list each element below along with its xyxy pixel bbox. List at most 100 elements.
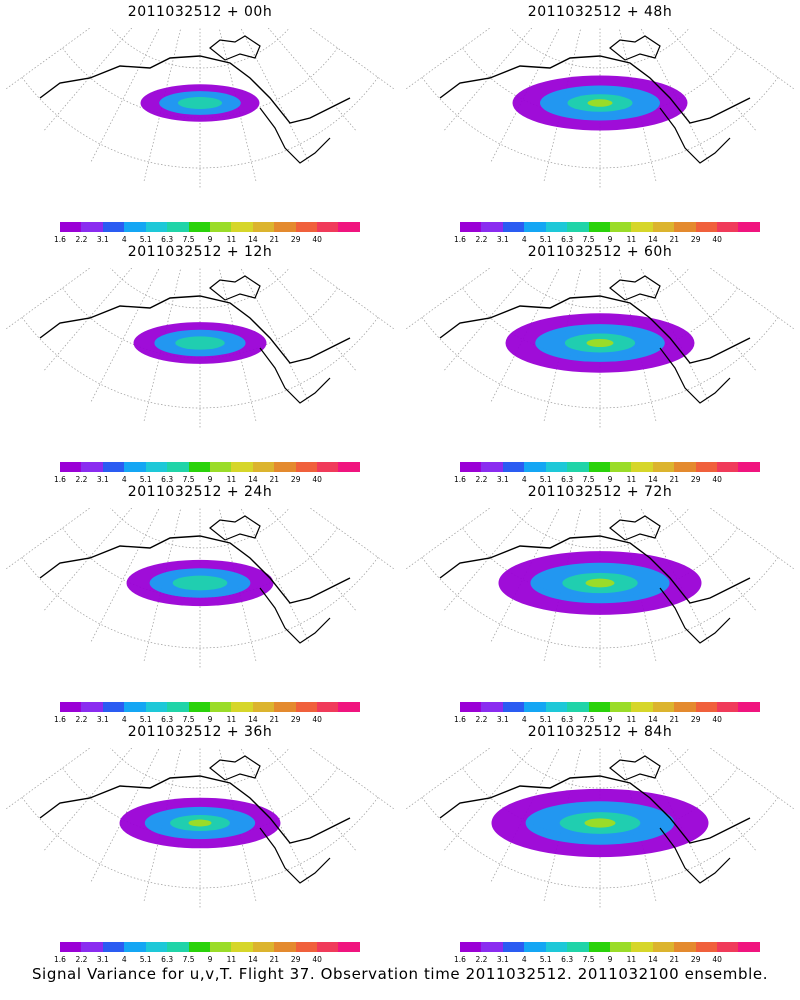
coastline xyxy=(439,55,751,124)
colorbar-tick-label: 2.2 xyxy=(75,235,88,244)
north-america-coastline xyxy=(659,107,731,164)
colorbar-swatch xyxy=(124,942,146,952)
colorbar-swatch xyxy=(738,702,760,712)
colorbar-tick-label: 4 xyxy=(121,475,127,484)
colorbar-swatch xyxy=(252,942,275,952)
colorbar-swatch xyxy=(502,222,525,232)
colorbar-tick-label: 14 xyxy=(248,475,258,484)
coastline xyxy=(439,775,751,844)
longitude-gridline xyxy=(309,28,395,90)
colorbar-swatch xyxy=(231,462,253,472)
colorbar-tick-label: 3.1 xyxy=(496,235,509,244)
colorbar-tick-label: 7.5 xyxy=(182,235,195,244)
colorbar xyxy=(60,462,360,472)
colorbar-tick-label: 11 xyxy=(626,475,637,484)
colorbar-swatch xyxy=(209,942,232,952)
coastline xyxy=(39,55,351,124)
colorbar xyxy=(460,222,760,232)
variance-map xyxy=(405,28,795,188)
colorbar-swatch xyxy=(588,222,610,232)
colorbar-tick-label: 4 xyxy=(121,235,127,244)
colorbar-swatch xyxy=(631,462,653,472)
colorbar-labels: 1.6 2.2 3.1 4 5.1 6.3 7.5 9 11 14 21 29 40 xyxy=(454,955,760,965)
panel-title: 2011032512 + 36h xyxy=(127,724,273,740)
colorbar-tick-label: 3.1 xyxy=(96,955,109,964)
colorbar-tick-label: 29 xyxy=(290,475,301,484)
colorbar-swatch xyxy=(60,462,82,472)
latitude-gridline xyxy=(421,797,779,889)
colorbar-swatch xyxy=(674,702,696,712)
longitude-gridline xyxy=(667,28,757,131)
colorbar-swatch xyxy=(588,702,610,712)
longitude-gridline xyxy=(405,268,491,330)
longitude-gridline xyxy=(443,748,533,851)
latitude-gridline xyxy=(110,748,290,789)
colorbar-swatch xyxy=(609,222,632,232)
colorbar-swatch xyxy=(209,462,232,472)
colorbar-tick-label: 1.6 xyxy=(54,475,66,484)
variance-region-peak xyxy=(188,819,212,827)
colorbar-swatch xyxy=(102,462,125,472)
north-america-coastline xyxy=(659,587,731,644)
colorbar-swatch xyxy=(145,462,168,472)
colorbar-tick-label: 3.1 xyxy=(96,475,109,484)
colorbar-tick-label: 40 xyxy=(312,715,322,724)
colorbar-swatch xyxy=(145,942,168,952)
colorbar-tick-label: 21 xyxy=(269,235,280,244)
variance-map xyxy=(5,28,395,188)
colorbar-tick-label: 40 xyxy=(712,475,722,484)
colorbar-swatch xyxy=(167,942,189,952)
colorbar-swatch xyxy=(317,222,339,232)
colorbar-tick-label: 5.1 xyxy=(139,235,152,244)
colorbar-swatch xyxy=(609,702,632,712)
colorbar-swatch xyxy=(81,462,103,472)
colorbar-swatch xyxy=(317,462,339,472)
variance-region-high xyxy=(172,575,228,591)
colorbar-swatch xyxy=(124,702,146,712)
map-panel-60h: 2011032512 + 60h 1.6 2.2 3.1 4 5.1 6.3 7.5 9 11 1… xyxy=(400,240,800,484)
map-panel-24h: 2011032512 + 24h 1.6 2.2 3.1 4 5.1 6.3 7.5 9 11 1… xyxy=(0,480,400,724)
colorbar-swatch xyxy=(481,462,503,472)
colorbar xyxy=(460,942,760,952)
colorbar-swatch xyxy=(81,942,103,952)
colorbar-swatch xyxy=(524,942,546,952)
colorbar xyxy=(60,222,360,232)
colorbar-swatch xyxy=(338,702,360,712)
variance-region-high xyxy=(177,97,223,109)
colorbar-swatch xyxy=(317,702,339,712)
latitude-gridline xyxy=(421,557,779,649)
colorbar-swatch xyxy=(338,942,360,952)
colorbar-swatch xyxy=(717,702,739,712)
colorbar-swatch xyxy=(60,942,82,952)
colorbar-tick-label: 3.1 xyxy=(496,715,509,724)
colorbar-swatch xyxy=(209,702,232,712)
colorbar-swatch xyxy=(274,222,296,232)
colorbar-labels: 1.6 2.2 3.1 4 5.1 6.3 7.5 9 11 14 21 29 40 xyxy=(454,475,760,485)
arctic-islands-outline xyxy=(609,275,661,301)
colorbar-tick-label: 21 xyxy=(269,715,280,724)
colorbar-tick-label: 2.2 xyxy=(475,955,488,964)
longitude-gridline xyxy=(5,748,91,810)
longitude-gridline xyxy=(443,268,533,371)
colorbar-tick-label: 6.3 xyxy=(161,955,174,964)
colorbar-tick-label: 14 xyxy=(648,475,658,484)
colorbar-swatch xyxy=(674,222,696,232)
colorbar-tick-label: 6.3 xyxy=(161,235,174,244)
colorbar-swatch xyxy=(317,942,339,952)
colorbar-tick-label: 14 xyxy=(648,955,658,964)
colorbar-swatch xyxy=(145,702,168,712)
colorbar-tick-label: 5.1 xyxy=(539,955,552,964)
north-america-coastline xyxy=(259,107,331,164)
colorbar-tick-label: 21 xyxy=(669,475,680,484)
colorbar-tick-label: 5.1 xyxy=(539,715,552,724)
colorbar-tick-label: 5.1 xyxy=(139,475,152,484)
figure-caption: Signal Variance for u,v,T. Flight 37. Ob… xyxy=(31,965,769,983)
colorbar-swatch xyxy=(252,222,275,232)
colorbar-tick-label: 1.6 xyxy=(54,955,66,964)
colorbar xyxy=(60,702,360,712)
longitude-gridline xyxy=(90,268,160,403)
colorbar-swatch xyxy=(695,942,718,952)
colorbar-swatch xyxy=(124,462,146,472)
longitude-gridline xyxy=(309,268,395,330)
colorbar-swatch xyxy=(545,942,568,952)
